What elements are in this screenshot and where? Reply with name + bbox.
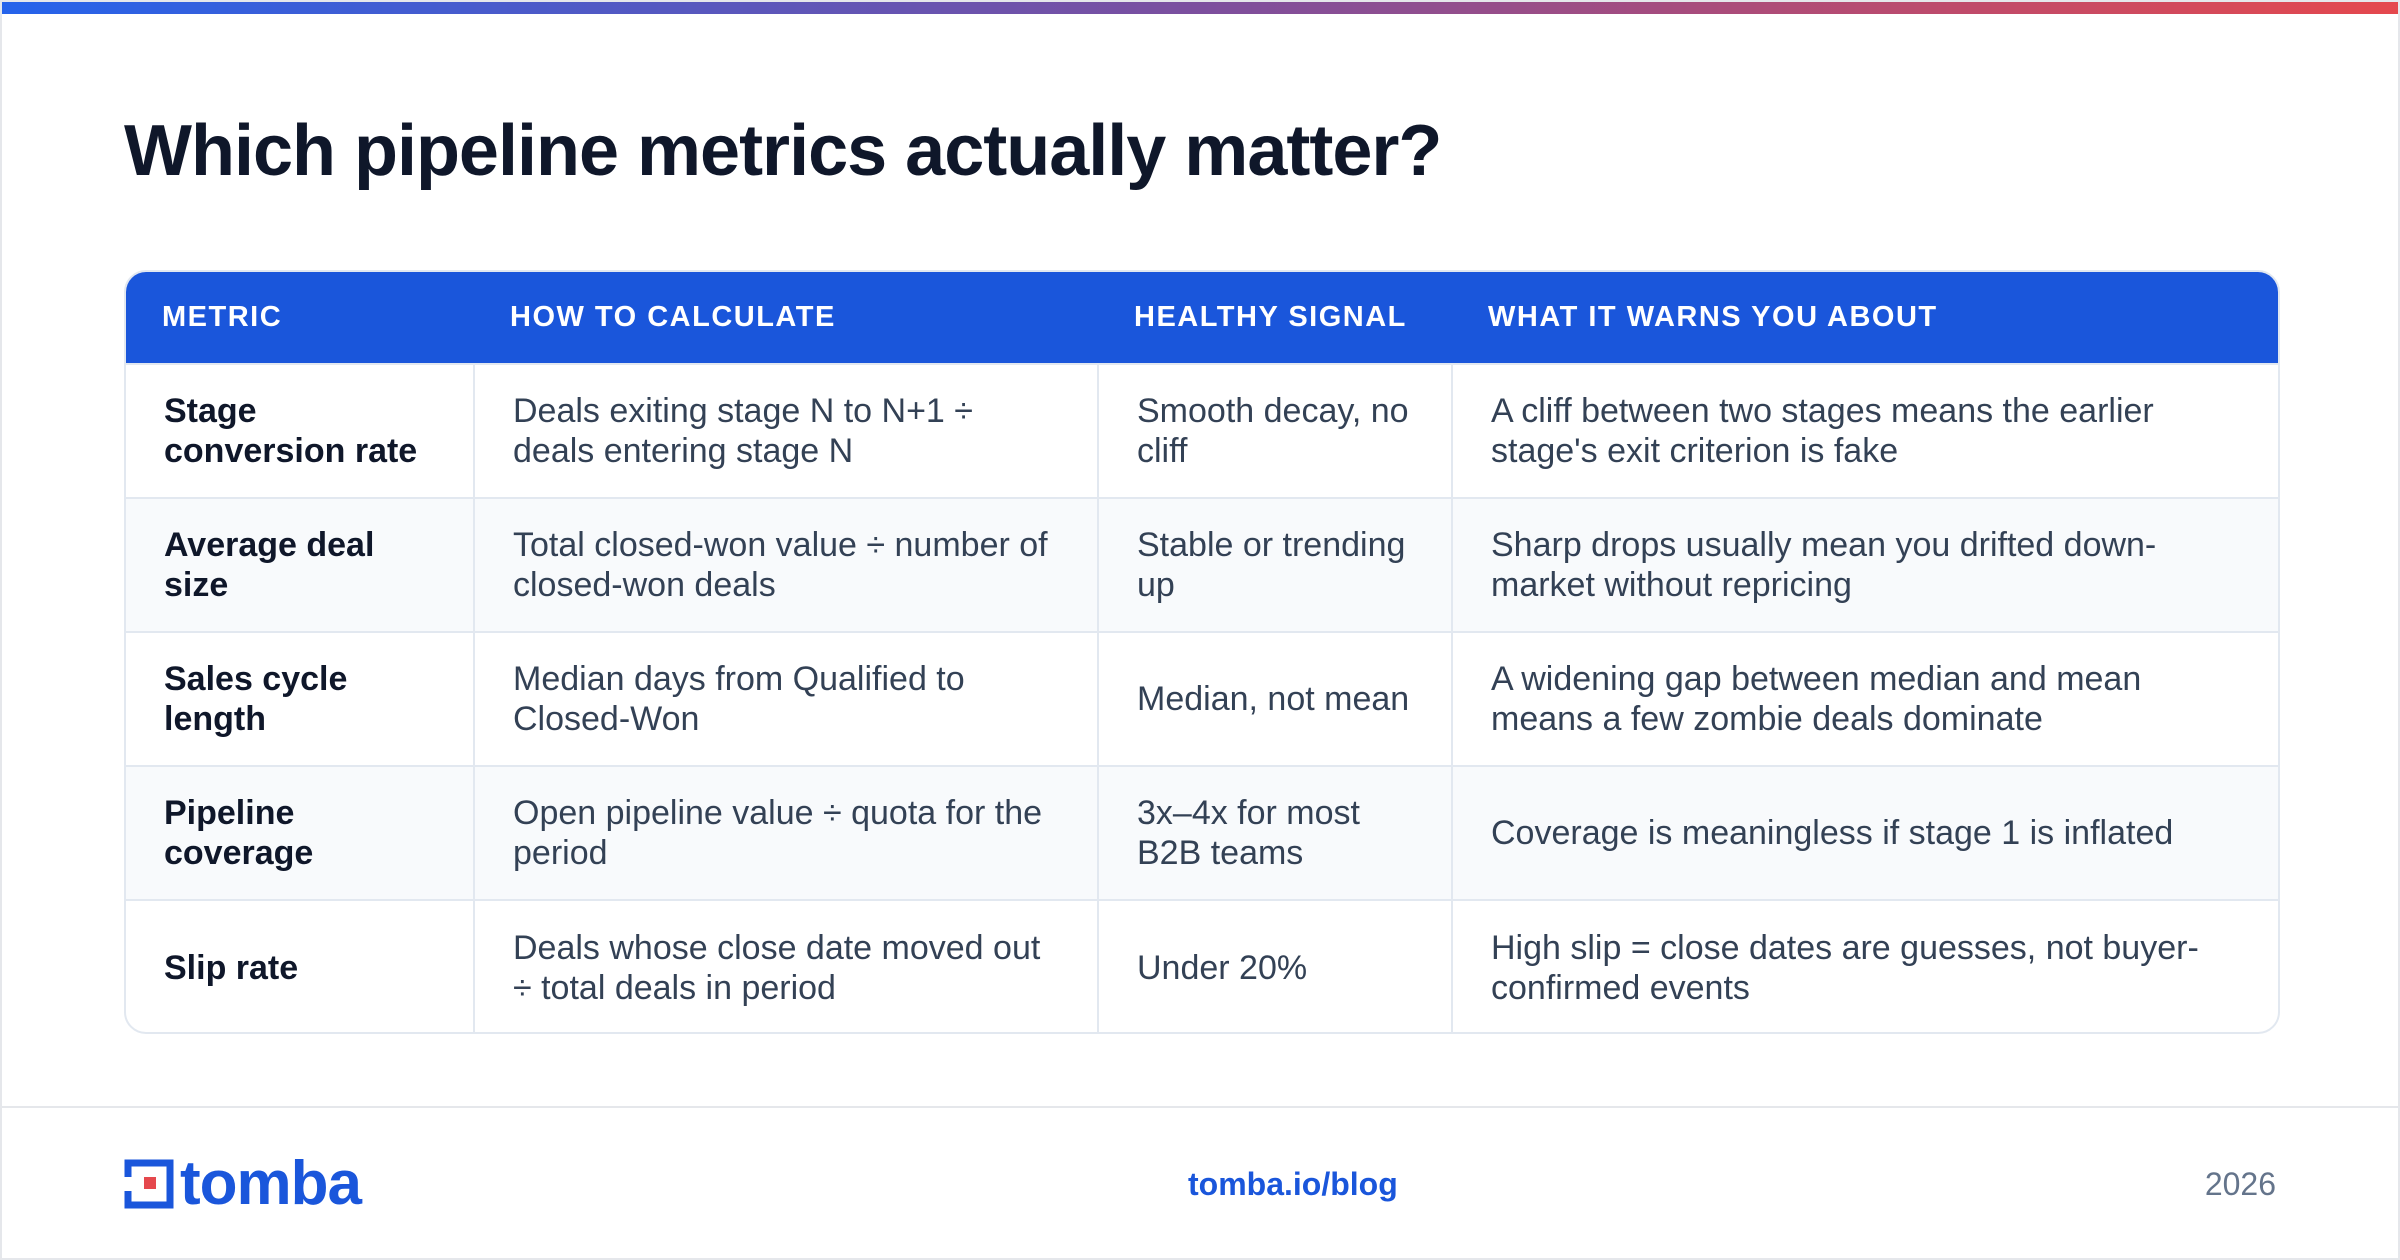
cell-warns: A cliff between two stages means the ear… [1451,363,2278,498]
header-healthy-signal: HEALTHY SIGNAL [1098,272,1452,364]
header-what-it-warns: WHAT IT WARNS YOU ABOUT [1452,272,2278,364]
cell-signal: 3x–4x for most B2B teams [1097,765,1452,900]
cell-signal: Stable or trending up [1097,497,1452,632]
footer-divider [2,1106,2398,1108]
cell-calculate: Open pipeline value ÷ quota for the peri… [473,765,1098,900]
cell-metric: Pipeline coverage [126,765,474,900]
cell-warns: Coverage is meaningless if stage 1 is in… [1451,765,2278,900]
tomba-logo: tomba [124,1149,362,1218]
logo-wordmark: tomba [180,1149,362,1218]
tomba-logo-icon [124,1159,174,1209]
cell-calculate: Total closed-won value ÷ number of close… [473,497,1098,632]
cell-metric: Slip rate [126,899,474,1032]
cell-warns: A widening gap between median and mean m… [1451,631,2278,766]
cell-metric: Sales cycle length [126,631,474,766]
cell-calculate: Deals whose close date moved out ÷ total… [473,899,1098,1032]
cell-warns: High slip = close dates are guesses, not… [1451,899,2278,1032]
header-how-to-calculate: HOW TO CALCULATE [474,272,1098,364]
page-title: Which pipeline metrics actually matter? [124,111,1442,191]
table-row: Stage conversion rate Deals exiting stag… [126,363,2278,498]
table-row: Average deal size Total closed-won value… [126,497,2278,632]
cell-warns: Sharp drops usually mean you drifted dow… [1451,497,2278,632]
cell-signal: Median, not mean [1097,631,1452,766]
year-label: 2026 [2204,1166,2276,1202]
table-row: Pipeline coverage Open pipeline value ÷ … [126,765,2278,900]
header-metric: METRIC [126,272,474,364]
cell-metric: Stage conversion rate [126,363,474,498]
gradient-top-bar [2,2,2398,14]
blog-link[interactable]: tomba.io/blog [1188,1166,1398,1202]
cell-calculate: Median days from Qualified to Closed-Won [473,631,1098,766]
cell-signal: Smooth decay, no cliff [1097,363,1452,498]
cell-calculate: Deals exiting stage N to N+1 ÷ deals ent… [473,363,1098,498]
table-row: Sales cycle length Median days from Qual… [126,631,2278,766]
cell-metric: Average deal size [126,497,474,632]
table-row: Slip rate Deals whose close date moved o… [126,899,2278,1032]
cell-signal: Under 20% [1097,899,1452,1032]
metrics-table: METRIC HOW TO CALCULATE HEALTHY SIGNAL W… [124,270,2280,1034]
table-header-row: METRIC HOW TO CALCULATE HEALTHY SIGNAL W… [126,272,2278,364]
